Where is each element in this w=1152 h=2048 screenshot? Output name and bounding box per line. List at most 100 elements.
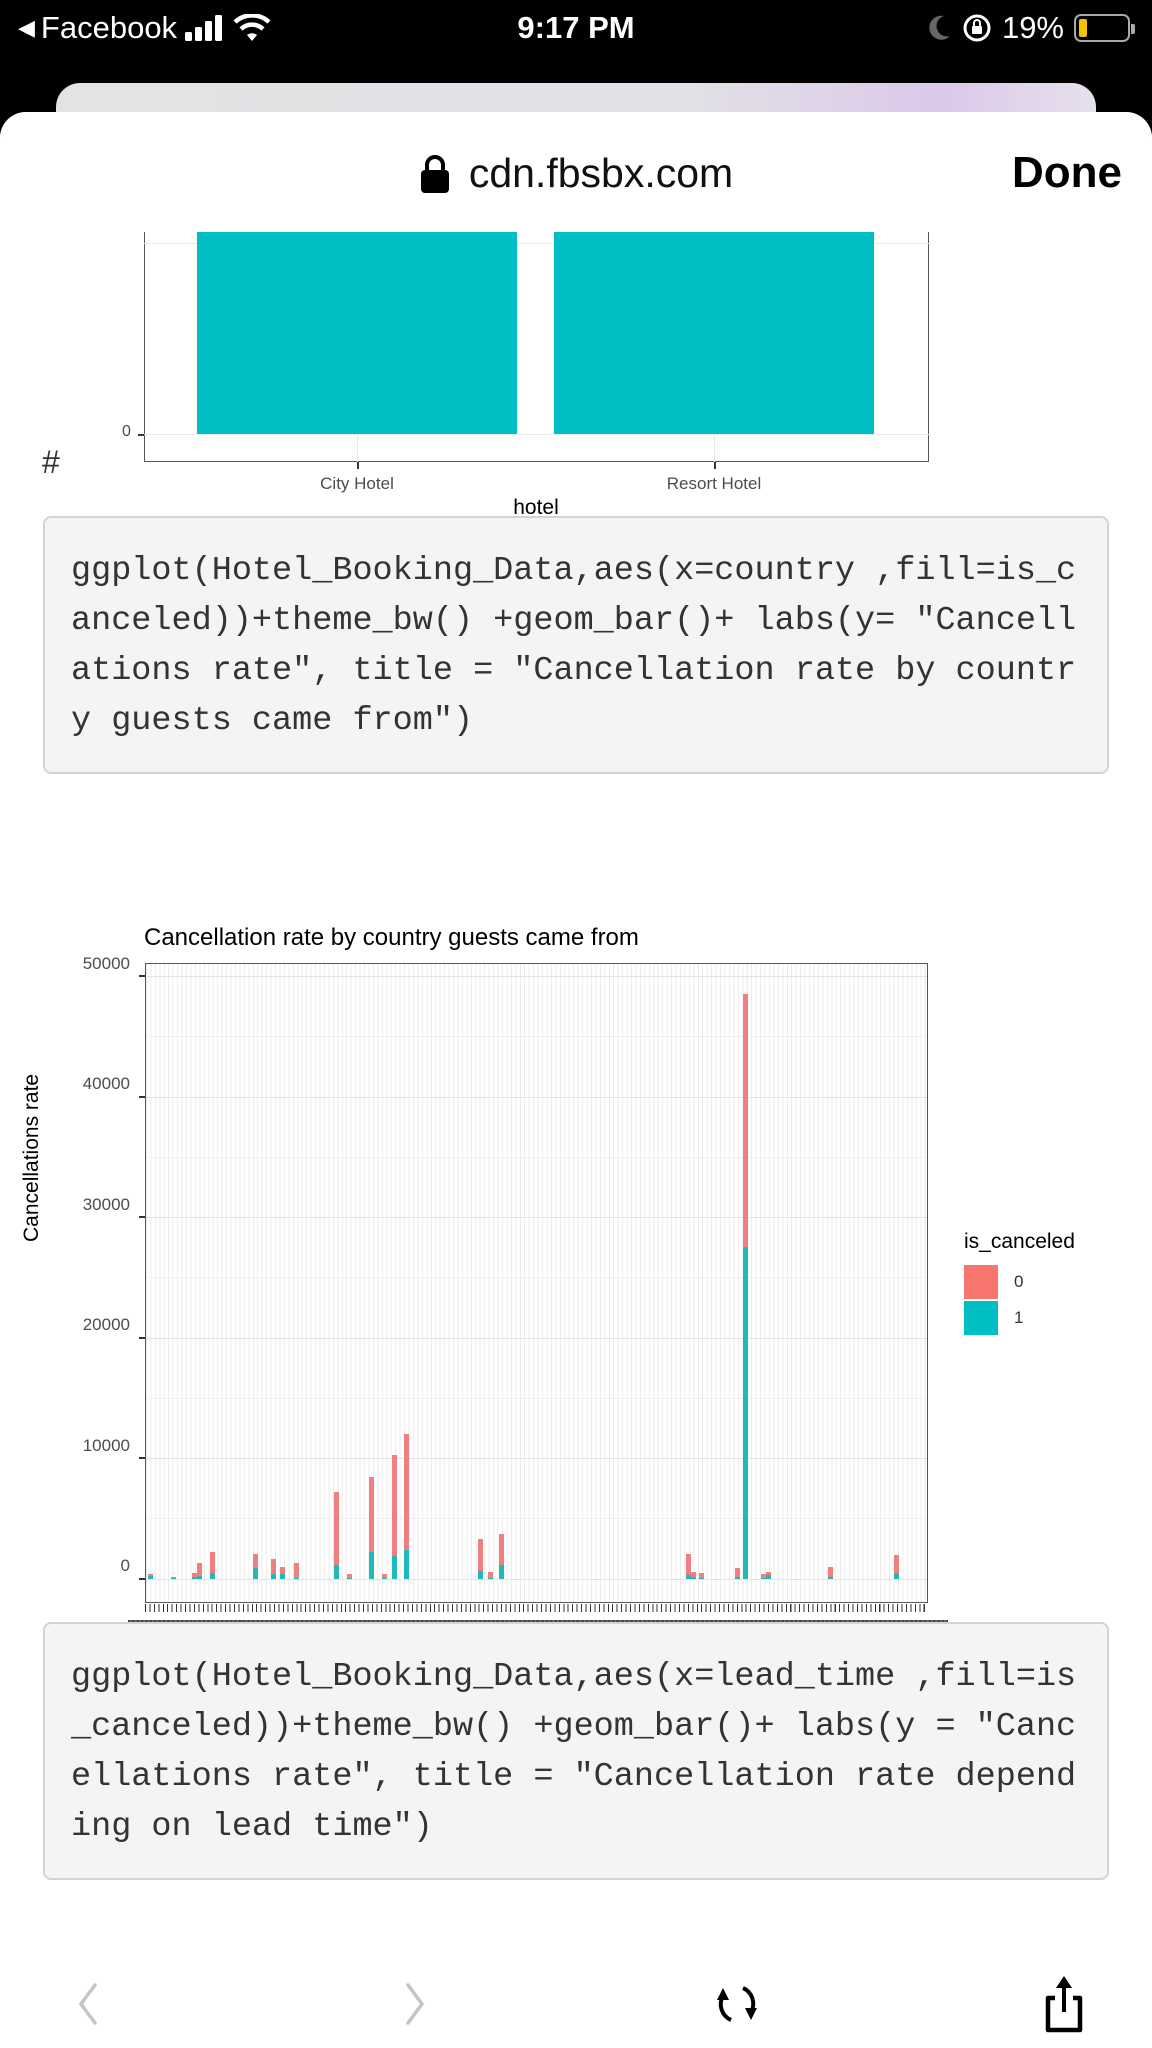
country-bar <box>761 1574 766 1579</box>
grid-line <box>146 1398 927 1399</box>
bar-segment-canceled <box>404 1550 409 1579</box>
grid-line <box>144 434 929 435</box>
y-tick-mark <box>139 1216 145 1218</box>
x-tick-mark <box>357 462 359 469</box>
bar-segment-canceled <box>828 1576 833 1579</box>
hotel-chart-panel <box>144 212 929 462</box>
y-tick-label: 50000 <box>82 954 130 973</box>
bar-segment-not-canceled <box>686 1553 691 1576</box>
country-bar <box>894 1554 899 1579</box>
bar-segment-not-canceled <box>699 1572 704 1579</box>
legend-swatch-red <box>964 1265 998 1299</box>
country-bar <box>478 1539 483 1579</box>
country-bar <box>392 1454 397 1579</box>
legend-item-1: 1 <box>964 1300 1075 1336</box>
country-bar <box>743 994 748 1579</box>
y-tick-label: 10000 <box>82 1436 130 1455</box>
country-bar <box>369 1476 374 1579</box>
back-arrow-icon: ◀ <box>18 15 35 40</box>
country-bar <box>691 1571 696 1579</box>
country-bar <box>253 1553 258 1579</box>
bar-segment-canceled <box>499 1564 504 1579</box>
bar-segment-canceled <box>686 1575 691 1579</box>
moon-icon <box>929 15 950 40</box>
bar-series <box>146 964 927 1579</box>
bar-segment-canceled <box>148 1576 153 1579</box>
country-bar <box>148 1574 153 1579</box>
bar-segment-canceled <box>280 1574 285 1579</box>
x-tick-mark <box>714 462 716 469</box>
x-label-resort-hotel: Resort Hotel <box>666 474 762 493</box>
code-block-lead-time: ggplot(Hotel_Booking_Data,aes(x=lead_tim… <box>43 1622 1109 1880</box>
bar-segment-canceled <box>210 1572 215 1579</box>
bar-segment-not-canceled <box>488 1571 493 1578</box>
grid-line <box>144 243 929 244</box>
back-button[interactable] <box>58 1974 118 2034</box>
y-tick-mark <box>139 1096 145 1098</box>
bar-segment-not-canceled <box>369 1476 374 1553</box>
bar-segment-canceled <box>699 1578 704 1579</box>
clock: 9:17 PM <box>517 10 635 45</box>
country-bar <box>171 1577 176 1579</box>
browser-toolbar <box>0 1948 1152 2048</box>
country-bar <box>828 1566 833 1579</box>
bar-segment-not-canceled <box>294 1563 299 1578</box>
bar-segment-canceled <box>743 1247 748 1579</box>
url-display[interactable]: cdn.fbsbx.com <box>0 150 1152 197</box>
bar-segment-canceled <box>392 1556 397 1579</box>
bar-segment-not-canceled <box>192 1572 197 1577</box>
grid-line <box>146 1277 927 1278</box>
reload-button[interactable] <box>707 1974 767 2034</box>
x-label-city-hotel: City Hotel <box>320 474 394 493</box>
y-tick-label: 30000 <box>82 1195 130 1214</box>
bar-city-hotel <box>197 212 517 434</box>
chevron-left-icon <box>78 1983 97 2025</box>
country-bar <box>686 1553 691 1579</box>
bar-segment-canceled <box>761 1577 766 1579</box>
country-bar <box>271 1558 276 1579</box>
bar-segment-not-canceled <box>148 1574 153 1576</box>
grid-line <box>146 1338 927 1339</box>
country-bar <box>347 1574 352 1579</box>
browser-sheet: 0 City Hotel Resort Hotel hotel # ggplot… <box>0 112 1152 2048</box>
bar-segment-not-canceled <box>404 1434 409 1551</box>
bar-segment-canceled <box>735 1576 740 1579</box>
bar-segment-canceled <box>766 1575 771 1579</box>
bar-segment-not-canceled <box>761 1574 766 1578</box>
url-text: cdn.fbsbx.com <box>468 150 734 196</box>
back-app-label: Facebook <box>40 10 178 45</box>
bar-segment-not-canceled <box>828 1566 833 1577</box>
country-bar <box>735 1568 740 1579</box>
y-tick-mark <box>139 975 145 977</box>
done-button[interactable]: Done <box>1012 148 1122 197</box>
y-tick-mark <box>139 1337 145 1339</box>
x-axis-title: hotel <box>513 496 559 519</box>
bar-segment-not-canceled <box>499 1534 504 1565</box>
bar-segment-canceled <box>478 1570 483 1579</box>
forward-button[interactable] <box>385 1974 445 2034</box>
hotel-chart: 0 City Hotel Resort Hotel hotel <box>100 212 940 532</box>
bar-segment-canceled <box>347 1577 352 1579</box>
cellular-signal-icon <box>185 15 223 41</box>
bar-segment-not-canceled <box>280 1566 285 1575</box>
bar-segment-canceled <box>894 1572 899 1579</box>
bar-segment-canceled <box>369 1552 374 1579</box>
bar-resort-hotel-canceled <box>554 230 874 434</box>
bar-segment-canceled <box>691 1576 696 1579</box>
battery-percent: 19% <box>1001 10 1064 45</box>
code-block-country: ggplot(Hotel_Booking_Data,aes(x=country … <box>43 516 1109 774</box>
back-to-app[interactable]: ◀ Facebook <box>18 10 271 46</box>
share-button[interactable] <box>1034 1974 1094 2034</box>
country-bar <box>699 1572 704 1579</box>
bar-segment-not-canceled <box>735 1568 740 1577</box>
legend-label: 0 <box>1014 1272 1024 1291</box>
bar-segment-not-canceled <box>271 1558 276 1575</box>
chevron-right-icon <box>406 1983 425 2025</box>
y-tick-mark <box>138 434 144 436</box>
country-bar <box>197 1563 202 1579</box>
bar-segment-not-canceled <box>347 1574 352 1578</box>
markdown-heading-marker: # <box>42 444 60 480</box>
bar-segment-not-canceled <box>743 994 748 1248</box>
country-bar <box>499 1534 504 1579</box>
legend-swatch-teal <box>964 1301 998 1335</box>
